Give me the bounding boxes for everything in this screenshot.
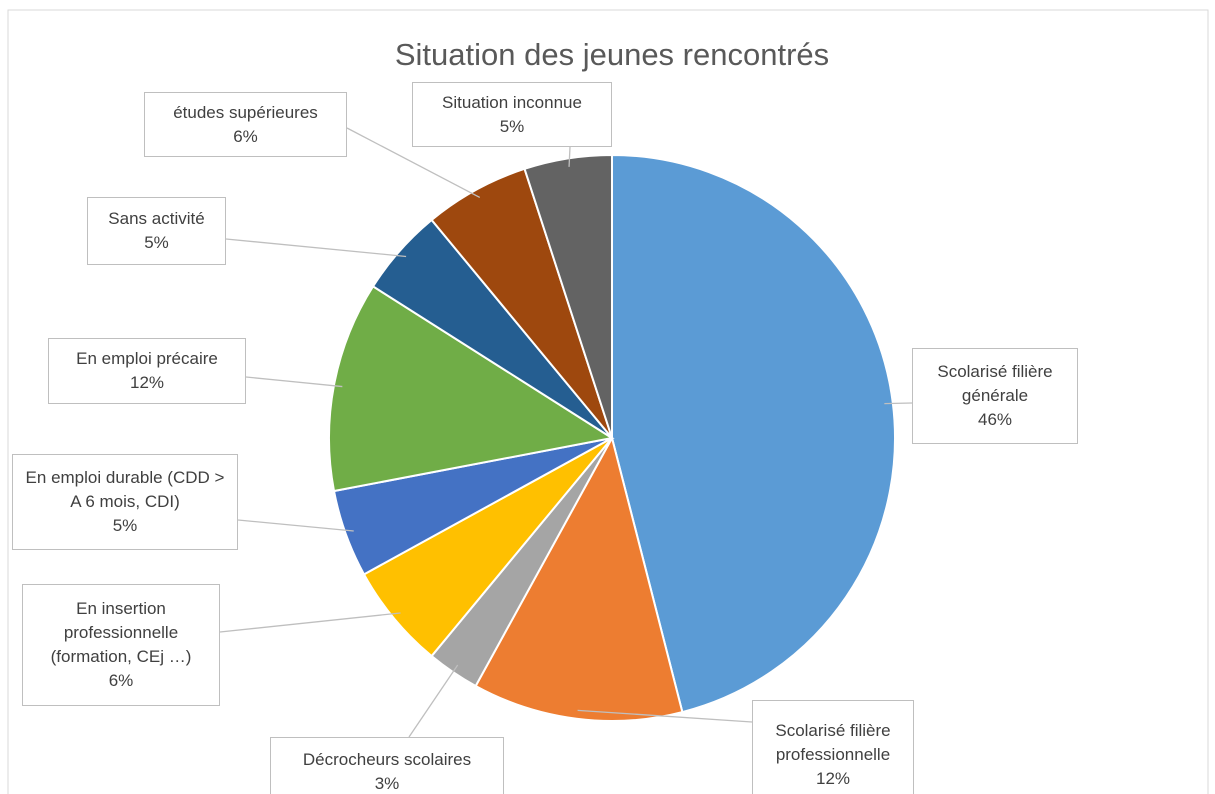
data-label: études supérieures 6% bbox=[144, 92, 347, 157]
label-category: Scolarisé filière générale bbox=[937, 362, 1053, 405]
leader-line bbox=[237, 519, 354, 532]
leader-line bbox=[219, 612, 401, 633]
label-value: 12% bbox=[815, 769, 851, 788]
label-value: 6% bbox=[108, 671, 134, 690]
label-value: 5% bbox=[144, 233, 169, 252]
label-value: 5% bbox=[112, 516, 138, 535]
label-category: études supérieures bbox=[173, 102, 318, 122]
data-label: En insertion professionnelle (formation,… bbox=[22, 584, 220, 706]
leader-line bbox=[346, 127, 481, 199]
data-label: Décrocheurs scolaires 3% bbox=[270, 737, 504, 794]
label-value: 46% bbox=[977, 410, 1013, 429]
label-category: Sans activité bbox=[108, 209, 205, 228]
label-value: 6% bbox=[233, 126, 258, 146]
data-label: Scolarisé filière professionnelle 12% bbox=[752, 700, 914, 794]
data-label: Scolarisé filière générale 46% bbox=[912, 348, 1078, 444]
leader-line bbox=[245, 376, 343, 388]
chart-title: Situation des jeunes rencontrés bbox=[395, 37, 829, 72]
leader-line bbox=[577, 709, 753, 723]
pie-slice bbox=[328, 284, 615, 493]
data-label: En emploi précaire 12% bbox=[48, 338, 246, 404]
label-category: Décrocheurs scolaires bbox=[302, 750, 472, 769]
pie-slice bbox=[523, 153, 613, 439]
label-category: Situation inconnue bbox=[442, 92, 582, 112]
leader-line bbox=[884, 402, 913, 405]
label-value: 12% bbox=[129, 373, 165, 392]
data-label: Situation inconnue 5% bbox=[412, 82, 612, 147]
leader-line bbox=[225, 238, 407, 258]
label-value: 3% bbox=[374, 774, 400, 793]
label-category: En emploi précaire bbox=[76, 349, 218, 368]
leader-line bbox=[408, 664, 459, 738]
label-value: 5% bbox=[499, 116, 525, 136]
data-label: Sans activité 5% bbox=[87, 197, 226, 265]
label-category: En insertion professionnelle (formation,… bbox=[50, 599, 192, 666]
chart-border bbox=[7, 9, 1209, 794]
label-category: Scolarisé filière professionnelle bbox=[775, 721, 891, 764]
data-label: En emploi durable (CDD > A 6 mois, CDI) 5… bbox=[12, 454, 238, 550]
pie-slice bbox=[611, 153, 896, 714]
label-category: En emploi durable (CDD > A 6 mois, CDI) bbox=[25, 468, 225, 511]
leader-line bbox=[568, 146, 571, 167]
